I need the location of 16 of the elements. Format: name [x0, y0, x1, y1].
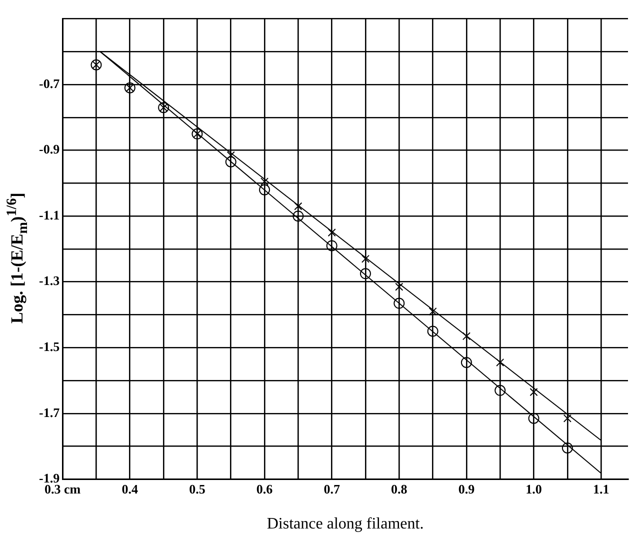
x-tick-label: 0.6 [256, 481, 274, 496]
y-tick-label: -0.7 [38, 76, 60, 91]
x-tick-label: 0.4 [122, 481, 139, 496]
y-tick-label: -1.3 [38, 273, 60, 288]
x-tick-label: 1.0 [526, 481, 542, 496]
y-tick-label: -1.1 [38, 207, 60, 222]
x-tick-label: 0.5 [189, 481, 206, 496]
y-tick-label: -1.9 [38, 470, 60, 486]
x-tick-label: 0.7 [324, 481, 340, 496]
x-tick-label: 0.9 [458, 481, 476, 496]
x-tick-label: 1.1 [592, 481, 610, 496]
y-tick-label: -1.7 [38, 404, 60, 420]
y-tick-label: -1.5 [38, 339, 60, 354]
y-tick-label: -0.9 [38, 142, 60, 157]
x-axis-title: Distance along filament. [266, 516, 424, 533]
x-tick-label: 0.8 [391, 481, 408, 496]
